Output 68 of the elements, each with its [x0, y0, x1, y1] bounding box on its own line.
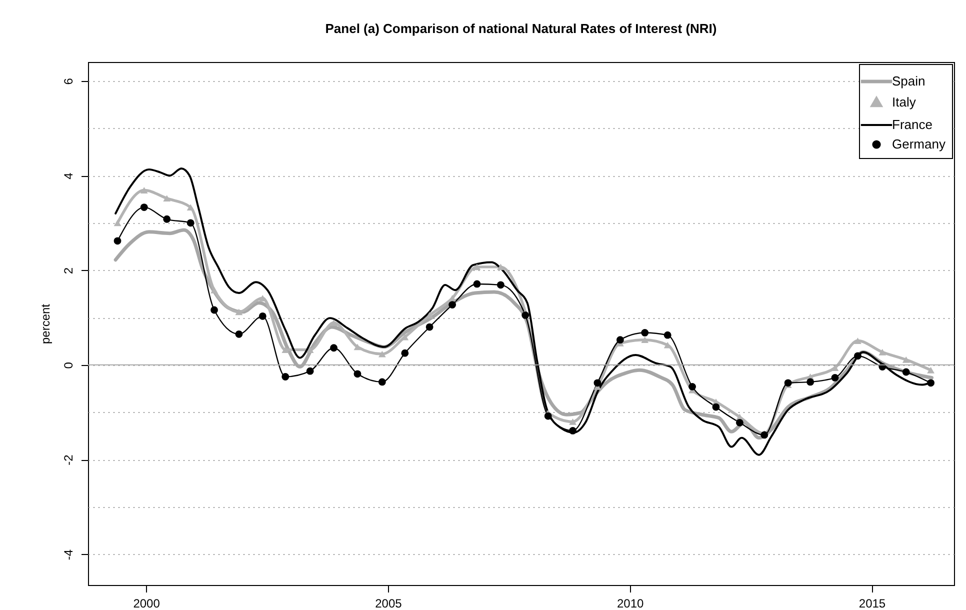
point — [306, 367, 314, 375]
point — [210, 286, 218, 294]
y-tick-label: 4 — [62, 172, 76, 180]
point — [354, 370, 362, 378]
legend-label: Italy — [892, 94, 916, 110]
point — [688, 382, 696, 390]
point — [378, 378, 386, 386]
point — [522, 312, 530, 319]
point — [854, 352, 862, 360]
x-tick-label: 2015 — [858, 596, 886, 610]
point — [664, 331, 672, 339]
point — [736, 418, 744, 426]
point — [544, 412, 552, 420]
point — [569, 427, 576, 434]
y-tick-label: -2 — [62, 454, 76, 466]
point — [330, 320, 338, 326]
point — [114, 220, 122, 226]
point — [902, 368, 910, 376]
point — [878, 348, 886, 356]
chart-title: Panel (a) Comparison of national Natural Rates of Interest (NRI) — [325, 21, 717, 36]
y-axis-title: percent — [38, 303, 52, 344]
point — [401, 349, 409, 357]
point — [140, 187, 148, 194]
point — [616, 336, 624, 344]
point — [235, 330, 243, 338]
point — [831, 374, 839, 382]
point — [282, 346, 290, 353]
point — [927, 379, 934, 387]
point — [496, 264, 504, 270]
point — [927, 366, 934, 374]
point — [641, 329, 649, 336]
point — [806, 378, 814, 386]
point — [378, 350, 386, 358]
point — [594, 379, 602, 387]
point — [426, 323, 434, 331]
point — [114, 237, 122, 245]
point — [330, 344, 338, 352]
legend-label: France — [892, 117, 932, 132]
point — [448, 301, 456, 309]
point — [140, 204, 148, 212]
point — [282, 373, 290, 380]
point — [163, 215, 171, 223]
legend-label: Spain — [892, 74, 926, 88]
point — [473, 280, 481, 288]
point — [902, 356, 910, 363]
y-tick-label: -4 — [62, 549, 76, 560]
point — [163, 195, 171, 202]
x-tick-label: 2010 — [617, 596, 644, 610]
point — [473, 264, 481, 270]
y-tick-label: 2 — [62, 267, 76, 274]
point — [235, 308, 243, 316]
point — [712, 403, 720, 411]
point — [854, 338, 862, 344]
point — [258, 312, 266, 320]
point — [186, 204, 194, 211]
point — [784, 379, 792, 387]
x-tick-label: 2005 — [375, 596, 402, 610]
y-tick-label: 6 — [62, 78, 76, 85]
point — [306, 346, 314, 353]
point — [641, 336, 649, 344]
legend-label: Germany — [892, 136, 946, 152]
point — [354, 344, 362, 350]
point — [210, 306, 218, 314]
x-tick-label: 2000 — [133, 596, 160, 610]
point — [569, 418, 576, 425]
point — [496, 281, 504, 289]
point — [186, 219, 194, 227]
y-tick-label: 0 — [62, 362, 76, 369]
